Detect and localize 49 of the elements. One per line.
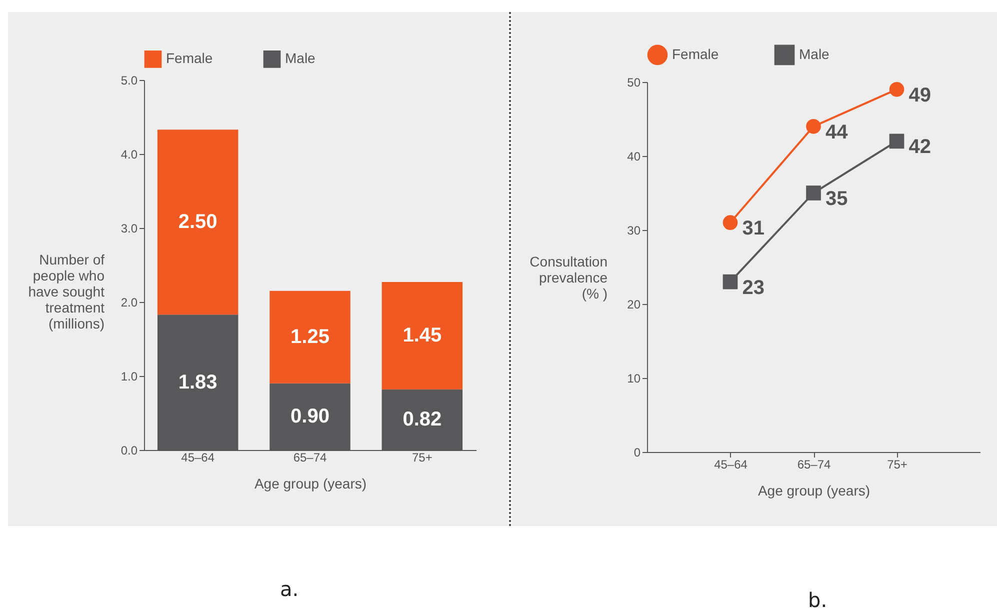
legend-label: Male <box>799 46 830 62</box>
y-tick-label: 0.0 <box>120 444 138 458</box>
data-label: 35 <box>826 188 848 210</box>
point <box>806 119 821 134</box>
data-label: 0.82 <box>402 408 442 431</box>
data-label: 1.83 <box>178 371 218 394</box>
y-tick-label: 3.0 <box>120 222 138 236</box>
point <box>889 134 904 149</box>
data-label: 49 <box>908 84 931 106</box>
data-label: 1.25 <box>290 326 330 348</box>
data-label: 31 <box>742 218 764 240</box>
text: a. <box>280 577 299 601</box>
point <box>722 274 738 290</box>
x-tick-label: 45–64 <box>181 450 215 464</box>
y-tick-label: 1.0 <box>120 370 138 384</box>
y-tick-label: 4.0 <box>120 148 138 162</box>
data-label: 44 <box>826 121 849 144</box>
x-tick-label: 75+ <box>887 458 908 472</box>
bar <box>382 282 463 390</box>
x-tick-label: 65–74 <box>293 450 328 464</box>
y-axis-title: Consultation prevalence (% ) <box>530 254 608 302</box>
y-tick-label: 0 <box>634 446 641 460</box>
y-tick-label: 10 <box>627 372 641 386</box>
x-axis-title: Age group (years) <box>254 476 367 492</box>
bar <box>270 290 350 384</box>
legend-label: Male <box>285 50 316 66</box>
y-tick-label: 30 <box>627 224 641 238</box>
legend-label: Female <box>672 46 719 62</box>
x-tick-label: 65–74 <box>797 458 832 472</box>
point <box>722 215 738 230</box>
point <box>889 82 904 97</box>
y-tick-label: 40 <box>627 150 641 164</box>
data-label: 2.50 <box>178 211 218 234</box>
data-label: 1.45 <box>402 324 442 347</box>
y-tick-label: 2.0 <box>120 296 138 310</box>
data-label: 42 <box>908 136 931 158</box>
text: b. <box>808 588 828 611</box>
y-tick-label: 50 <box>627 76 641 90</box>
x-tick-label: 75+ <box>412 450 432 464</box>
legend-label: Female <box>166 50 213 66</box>
y-axis-title: Number of people who have sought treatment (millions) <box>28 252 105 332</box>
bar <box>157 130 238 315</box>
x-tick-label: 45–64 <box>714 458 748 472</box>
y-tick-label: 20 <box>627 298 641 312</box>
point <box>806 186 821 200</box>
data-label: 0.90 <box>290 406 330 428</box>
x-axis-title: Age group (years) <box>758 482 870 498</box>
data-label: 23 <box>742 276 764 299</box>
y-tick-label: 5.0 <box>120 74 138 88</box>
